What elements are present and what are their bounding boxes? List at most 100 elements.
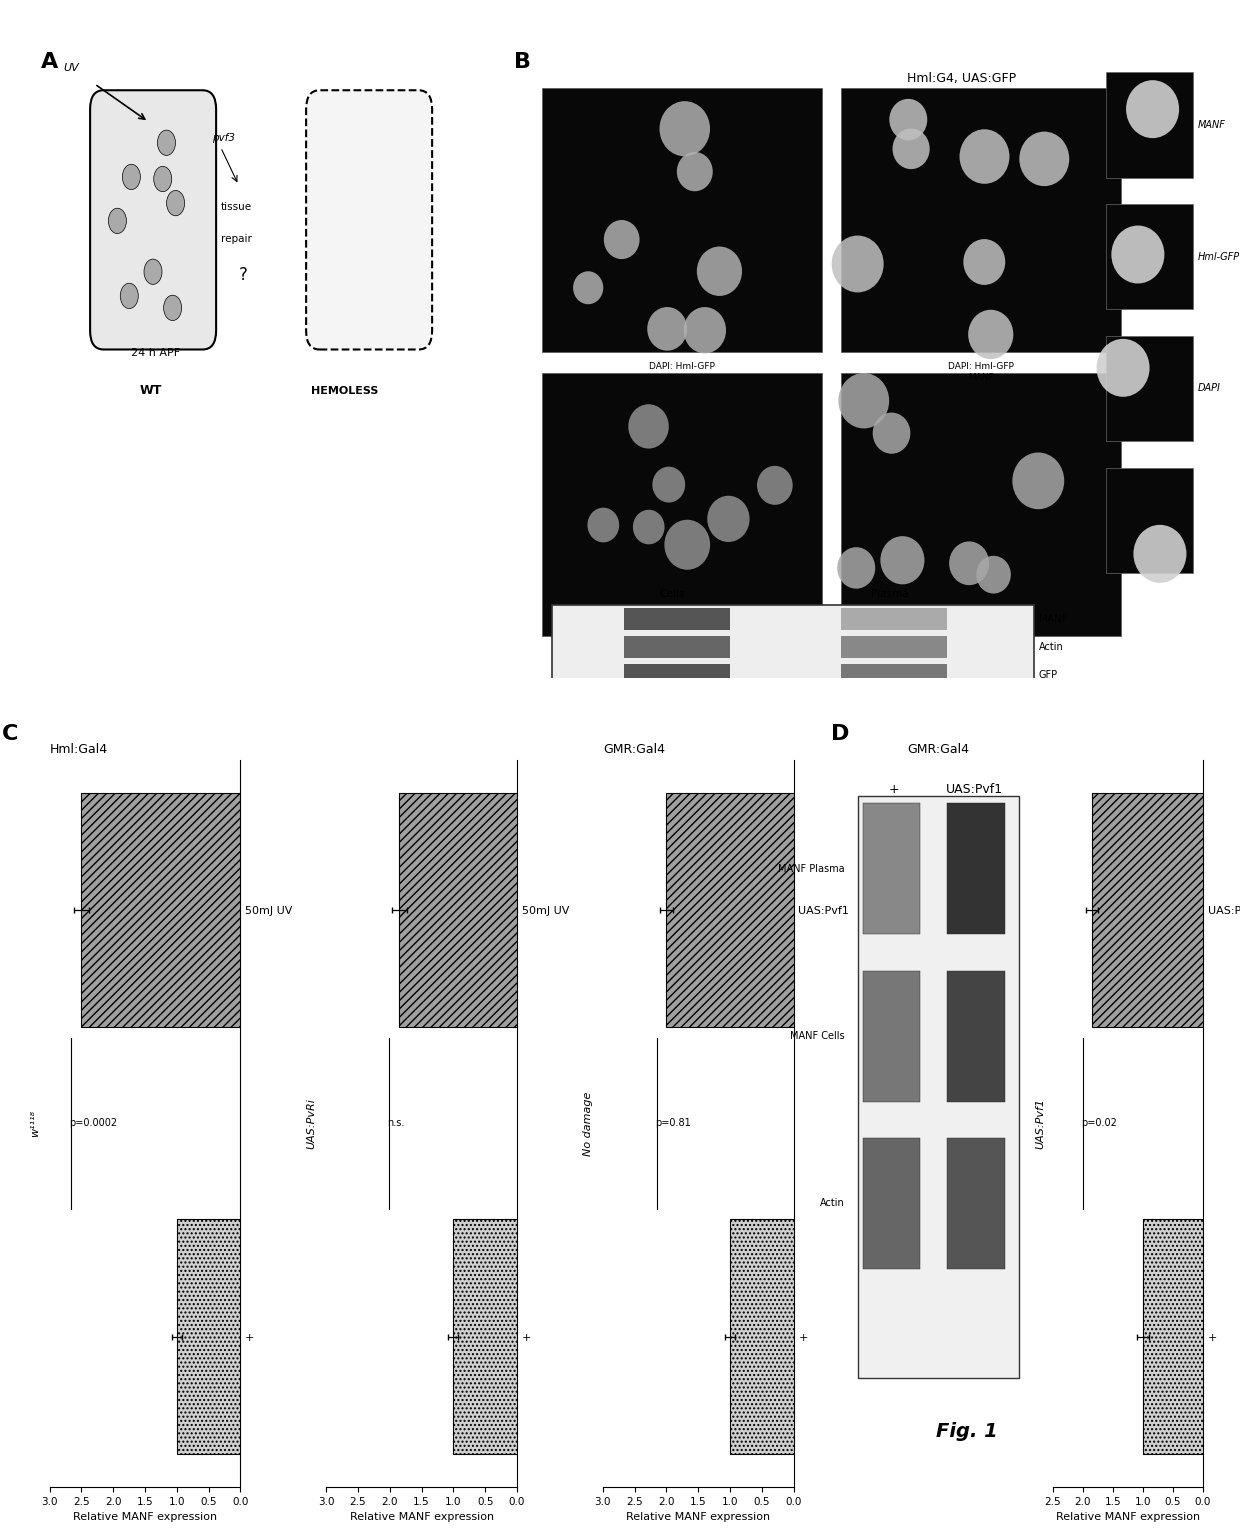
Circle shape <box>949 541 990 586</box>
Bar <box>863 970 920 1102</box>
Circle shape <box>838 373 889 428</box>
Circle shape <box>832 236 884 293</box>
Circle shape <box>660 101 711 156</box>
FancyBboxPatch shape <box>552 604 1034 688</box>
Circle shape <box>880 537 925 584</box>
Title: GMR:Gal4: GMR:Gal4 <box>908 744 970 756</box>
Circle shape <box>123 164 140 190</box>
Text: MANF: MANF <box>1039 615 1066 624</box>
Text: D: D <box>831 724 849 744</box>
Bar <box>624 636 730 658</box>
Bar <box>841 636 947 658</box>
Text: Actin: Actin <box>820 1199 844 1208</box>
Bar <box>1106 204 1193 310</box>
Circle shape <box>588 507 619 543</box>
Circle shape <box>647 307 687 351</box>
Text: w¹¹¹⁸: w¹¹¹⁸ <box>30 1110 40 1137</box>
Text: B: B <box>515 52 531 72</box>
Bar <box>730 1219 794 1453</box>
Bar <box>858 796 1019 1378</box>
Bar <box>1106 468 1193 573</box>
Circle shape <box>960 129 1009 184</box>
Circle shape <box>758 466 792 504</box>
Text: C: C <box>2 724 19 744</box>
X-axis label: Relative MANF expression: Relative MANF expression <box>350 1512 494 1522</box>
Text: p=0.02: p=0.02 <box>1081 1119 1117 1128</box>
Bar <box>947 970 1004 1102</box>
Bar <box>841 664 947 687</box>
Circle shape <box>1012 452 1064 509</box>
Text: Fig. 1: Fig. 1 <box>936 1423 998 1441</box>
Circle shape <box>889 98 928 141</box>
Circle shape <box>707 495 750 543</box>
Bar <box>1106 336 1193 442</box>
Bar <box>863 1137 920 1269</box>
Circle shape <box>144 259 162 285</box>
Circle shape <box>963 239 1006 285</box>
Circle shape <box>976 556 1011 593</box>
Circle shape <box>573 271 604 304</box>
Bar <box>1106 72 1193 178</box>
Text: repair: repair <box>221 235 252 244</box>
Circle shape <box>652 466 686 503</box>
Circle shape <box>120 284 139 308</box>
Bar <box>454 1219 517 1453</box>
Circle shape <box>697 247 742 296</box>
Text: Actin: Actin <box>1039 642 1064 652</box>
Text: Hml-GFP: Hml-GFP <box>1198 251 1240 262</box>
Text: MANF Plasma: MANF Plasma <box>779 865 844 874</box>
Text: Cells: Cells <box>660 589 684 599</box>
Text: UAS:Pvf1: UAS:Pvf1 <box>946 783 1003 796</box>
Circle shape <box>108 208 126 233</box>
Circle shape <box>893 129 930 169</box>
Circle shape <box>1111 225 1164 284</box>
Text: WT: WT <box>140 383 162 397</box>
Text: UV: UV <box>63 63 79 74</box>
Circle shape <box>1133 524 1187 583</box>
X-axis label: Relative MANF expression: Relative MANF expression <box>1055 1512 1200 1522</box>
Text: DAPI: DAPI <box>1198 383 1221 394</box>
X-axis label: Relative MANF expression: Relative MANF expression <box>73 1512 217 1522</box>
Circle shape <box>1019 132 1069 185</box>
Bar <box>82 793 241 1027</box>
Circle shape <box>166 190 185 216</box>
Text: UAS:PvRi: UAS:PvRi <box>306 1098 316 1148</box>
Circle shape <box>677 152 713 192</box>
Bar <box>841 87 1121 351</box>
Text: 24 h APF: 24 h APF <box>130 348 180 357</box>
Bar <box>177 1219 241 1453</box>
Circle shape <box>1126 80 1179 138</box>
Bar <box>947 1137 1004 1269</box>
Circle shape <box>1096 339 1149 397</box>
X-axis label: Relative MANF expression: Relative MANF expression <box>626 1512 770 1522</box>
Bar <box>1092 793 1203 1027</box>
Circle shape <box>632 510 665 544</box>
Bar <box>666 793 794 1027</box>
Bar <box>399 793 517 1027</box>
Bar <box>624 609 730 630</box>
Text: DAPI: Hml-GFP
MANF: DAPI: Hml-GFP MANF <box>949 362 1014 382</box>
Bar <box>841 609 947 630</box>
Circle shape <box>968 310 1013 359</box>
Text: HEMOLESS: HEMOLESS <box>310 386 378 396</box>
Circle shape <box>157 130 175 155</box>
Text: ?: ? <box>238 265 248 284</box>
Circle shape <box>837 547 875 589</box>
Text: DAPI: Hml-GFP: DAPI: Hml-GFP <box>649 362 715 371</box>
Text: GFP: GFP <box>1039 670 1058 681</box>
Bar <box>863 803 920 935</box>
Bar <box>542 373 822 636</box>
Text: +: + <box>888 783 899 796</box>
Text: Hml:Gal4: Hml:Gal4 <box>50 744 108 756</box>
Bar <box>1143 1219 1203 1453</box>
FancyBboxPatch shape <box>306 90 432 350</box>
Text: pvf3: pvf3 <box>212 133 234 143</box>
Bar <box>947 803 1004 935</box>
Text: Hml:G4, UAS:GFP: Hml:G4, UAS:GFP <box>908 72 1017 86</box>
Circle shape <box>604 221 640 259</box>
Circle shape <box>665 520 711 570</box>
Circle shape <box>629 405 668 449</box>
Text: p=0.81: p=0.81 <box>655 1119 691 1128</box>
Circle shape <box>873 412 910 454</box>
Text: A: A <box>41 52 58 72</box>
